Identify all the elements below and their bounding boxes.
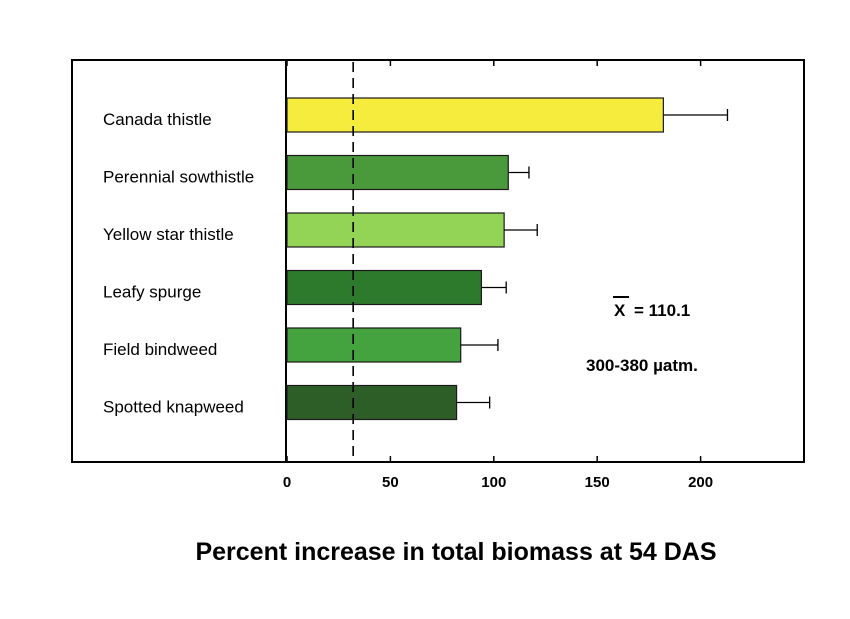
error-bars-group: [456, 109, 729, 409]
category-labels-group: Canada thistle Perennial sowthistle Yellow…: [103, 110, 254, 417]
co2-range-annotation: 300-380 µatm.: [586, 356, 698, 375]
bar-perennial-sowthistle: [286, 154, 509, 191]
category-label-field-bindweed: Field bindweed: [103, 340, 217, 359]
bar-field-bindweed: [286, 327, 462, 363]
bar-leafy-spurge: [286, 269, 482, 306]
mean-value: = 110.1: [634, 301, 690, 320]
bottom-axis-ticks: 0 50 100 150 200: [283, 456, 713, 491]
label-panel-frame: [71, 59, 287, 463]
x-tick-label-200: 200: [688, 474, 713, 491]
x-tick-label-100: 100: [481, 474, 506, 491]
category-label-canada-thistle: Canada thistle: [103, 110, 212, 129]
category-label-perennial-sowthistle: Perennial sowthistle: [103, 168, 254, 187]
x-tick-label-0: 0: [283, 474, 291, 491]
category-label-leafy-spurge: Leafy spurge: [103, 283, 201, 302]
x-tick-label-50: 50: [382, 474, 399, 491]
x-axis-title: Percent increase in total biomass at 54 …: [195, 538, 716, 566]
category-label-yellow-star-thistle: Yellow star thistle: [103, 225, 234, 244]
bar-yellow-star-thistle: [286, 212, 505, 248]
top-axis-ticks: [286, 60, 702, 66]
x-tick-label-150: 150: [585, 474, 610, 491]
category-label-spotted-knapweed: Spotted knapweed: [103, 398, 244, 417]
bar-spotted-knapweed: [286, 384, 458, 421]
mean-symbol: X: [614, 301, 626, 320]
bar-canada-thistle: [286, 97, 664, 133]
